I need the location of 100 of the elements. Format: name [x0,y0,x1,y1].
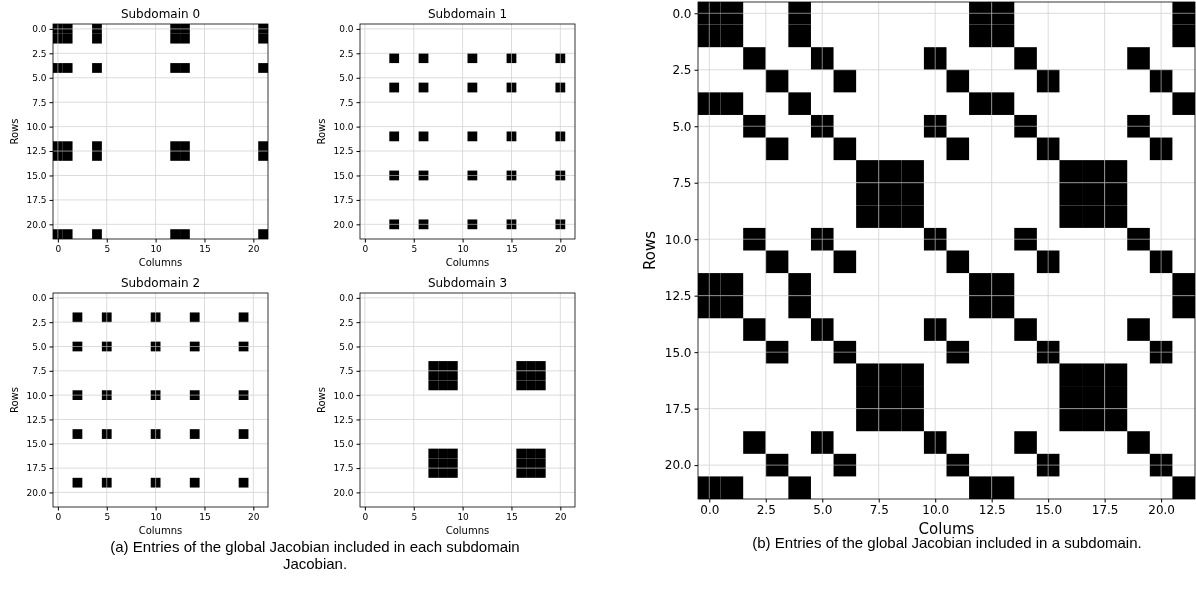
text: (a) Entries of the global Jacobian included in each subdomain Jacobian. [110,538,520,572]
point [189,477,200,488]
point [516,458,527,469]
point [180,33,190,44]
x-tick-label: 20 [555,511,567,522]
point [428,468,439,478]
point [447,370,458,381]
x-tick-label: 15 [199,511,211,522]
y-tick-label: 7.5 [32,97,47,108]
y-tick-label: 2.5 [339,317,354,328]
y-tick-label: 20.0 [26,219,47,230]
point [438,458,448,469]
y-tick-label: 2.5 [32,48,47,59]
point [447,468,458,478]
y-tick-label: 2.5 [32,317,47,328]
y-tick-label: 0.0 [32,24,47,35]
point [535,370,546,381]
point [526,468,536,478]
point [72,312,83,323]
y-tick-label: 5.0 [32,73,47,84]
chart-title: Subdomain 0 [120,7,201,21]
point [180,141,190,152]
point [62,151,73,161]
point [101,312,112,323]
point [150,312,161,323]
x-axis-title: Columns [138,525,183,536]
point [72,477,83,488]
y-axis-title: Rows [8,386,20,414]
x-tick-label: 10.0 [922,503,950,518]
point [258,33,268,44]
point [535,380,546,391]
y-tick-label: 15.0 [26,170,47,181]
x-tick-label: 0 [362,243,369,254]
y-tick-label: 0.0 [672,6,692,21]
point [101,429,112,439]
y-tick-label: 17.5 [664,401,692,416]
y-tick-label: 5.0 [32,341,47,352]
y-tick-label: 10.0 [333,121,354,132]
point [447,448,458,459]
x-tick-label: 20.0 [1148,503,1175,518]
y-tick-label: 20.0 [664,458,692,473]
point [516,370,527,381]
point [438,468,448,478]
point [535,448,546,459]
point [428,458,439,469]
x-axis-title: Columns [138,257,183,268]
point [438,370,448,381]
y-tick-label: 17.5 [26,195,47,206]
y-tick-label: 12.5 [333,146,354,157]
point [389,53,400,64]
x-tick-label: 10 [457,511,470,522]
x-tick-label: 0 [55,243,62,254]
x-tick-label: 5.0 [813,503,833,518]
point [238,312,249,323]
x-tick-label: 0 [362,511,369,522]
point [170,229,181,239]
y-tick-label: 10.0 [333,390,354,401]
x-tick-label: 0.0 [700,503,720,518]
y-tick-label: 20.0 [333,487,354,498]
point [238,477,249,488]
point [180,229,190,239]
x-tick-label: 15 [506,243,518,254]
y-tick-label: 17.5 [333,195,354,206]
x-tick-label: 20 [248,511,260,522]
y-tick-label: 15.0 [333,439,354,450]
y-tick-label: 0.0 [32,293,47,304]
y-axis-title: Rows [315,386,327,414]
point [150,429,161,439]
y-tick-label: 10.0 [26,121,47,132]
x-tick-label: 5 [104,243,111,254]
point [526,380,536,391]
y-tick-label: 12.5 [26,414,47,425]
y-axis-title: Rows [640,230,659,271]
x-tick-label: 20 [248,243,260,254]
point [180,151,190,161]
point [238,429,249,439]
x-tick-label: 7.5 [869,503,889,518]
point [428,370,439,381]
x-tick-label: 15.0 [1035,503,1063,518]
point [170,63,181,73]
point [438,361,448,371]
y-tick-label: 2.5 [672,63,692,78]
point [526,370,536,381]
y-tick-label: 12.5 [26,146,47,157]
x-tick-label: 10 [150,243,163,254]
point [170,151,181,161]
point [438,380,448,391]
point [428,380,439,391]
point [92,33,102,44]
point [447,458,458,469]
y-tick-label: 17.5 [26,463,47,474]
y-tick-label: 20.0 [26,487,47,498]
x-tick-label: 5 [411,511,418,522]
y-tick-label: 12.5 [333,414,354,425]
point [389,82,400,93]
y-tick-label: 10.0 [26,390,47,401]
point [535,361,546,371]
y-tick-label: 0.0 [339,24,354,35]
point [62,63,73,73]
point [526,361,536,371]
